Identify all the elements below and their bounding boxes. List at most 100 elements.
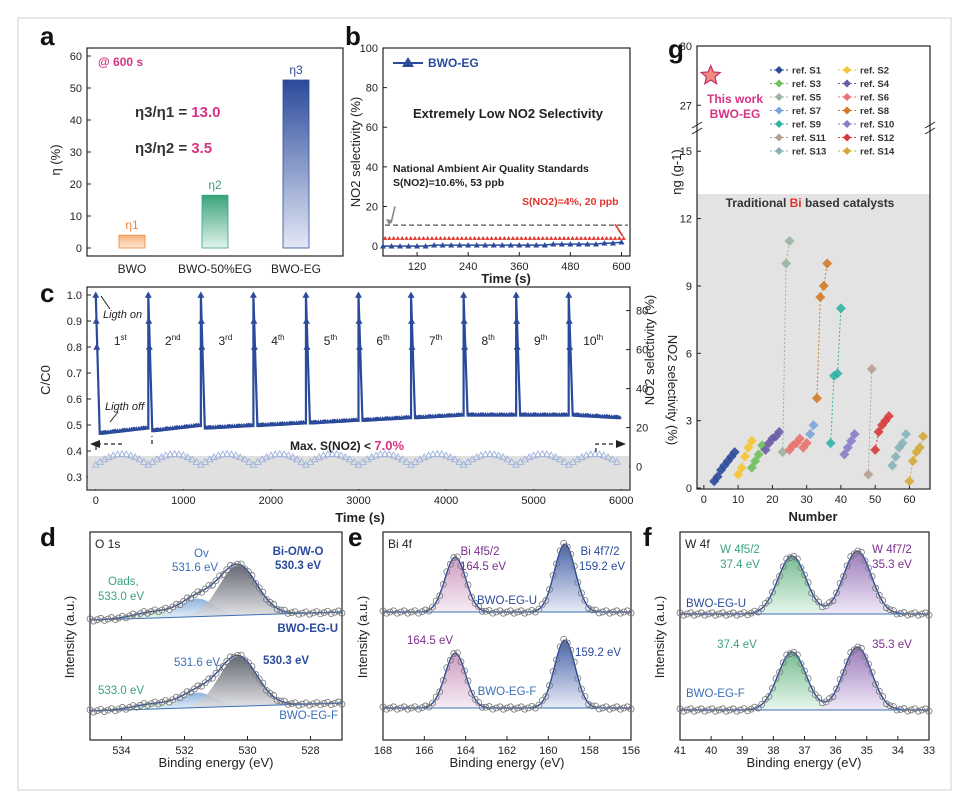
xps-raw-point [115, 614, 123, 622]
panel-g-legend-label: ref. S5 [792, 93, 822, 104]
panel-g-point [750, 456, 761, 467]
panel-g-point [739, 451, 750, 462]
panel-g-xtick-label: 50 [869, 494, 881, 506]
xps-raw-point [316, 701, 324, 709]
panel-c-cycle-labels: 1st 2nd 3rd 4th 5th 6th 7th 8th 9th 10th [114, 333, 603, 348]
xps-raw-point [683, 706, 691, 714]
panel-c-selectivity-marker [507, 457, 516, 465]
panel-g-traditional-label: Traditional Bi based catalysts [726, 196, 895, 210]
xps-raw-point [422, 606, 429, 614]
panel-b-std-line2: S(NO2)=10.6%, 53 ppb [393, 177, 504, 189]
panel-c-selectivity-marker [428, 450, 437, 458]
panel-c-selectivity-marker [139, 457, 148, 465]
xps-raw-point [266, 689, 274, 697]
xps-raw-point [897, 706, 904, 713]
xps-raw-point [680, 611, 687, 619]
panel-g-legend-marker [843, 93, 851, 101]
panel-c-ytick-left-label: 0.9 [67, 316, 82, 328]
xps-raw-point [514, 704, 522, 712]
panel-e-plot [379, 539, 635, 713]
xps-raw-point [627, 609, 635, 617]
panel-b-red-marker [421, 235, 426, 240]
xps-raw-point [133, 612, 141, 619]
panel-g-traditional-area [697, 194, 930, 488]
xps-raw-point [144, 701, 152, 709]
xps-raw-point [694, 706, 702, 714]
panel-c-selectivity-marker [166, 450, 175, 458]
panel-g-legend-marker [843, 147, 851, 155]
xps-raw-point [327, 701, 335, 708]
panel-g-legend-label: ref. S4 [860, 79, 890, 90]
panel-g-group-line [867, 368, 873, 475]
panel-c-selectivity-marker [337, 451, 345, 459]
xps-raw-point [436, 592, 444, 600]
xps-raw-point [833, 685, 840, 693]
xps-raw-point [90, 617, 97, 625]
xps-xtick-label: 156 [622, 745, 640, 757]
panel-g-ytick-top-label: 30 [680, 41, 692, 53]
xps-raw-point [216, 572, 224, 580]
panel-c-cycle-label: 9th [534, 333, 547, 348]
xps-raw-point [331, 608, 339, 616]
panel-b-point [422, 243, 429, 249]
panel-c-selectivity-marker [319, 451, 328, 459]
xps-raw-point [324, 698, 332, 706]
panel-b-red-marker [472, 235, 477, 240]
panel-g-point [818, 280, 829, 291]
xps-raw-point [890, 703, 897, 710]
xps-raw-point [818, 699, 826, 707]
panel-g-point [733, 469, 744, 480]
panel-g-point [842, 442, 853, 453]
panel-b-red-marker [468, 235, 473, 240]
xps-raw-point [729, 705, 737, 713]
xps-component [383, 557, 631, 612]
xps-raw-point [418, 704, 426, 712]
xps-raw-point [751, 703, 759, 711]
panel-e-title: Bi 4f [388, 537, 413, 551]
panel-g-point [753, 449, 764, 460]
panel-g-point [918, 431, 929, 442]
panel-c-selectivity-marker [499, 452, 507, 461]
xps-raw-point [386, 704, 394, 712]
panel-g-point [825, 438, 836, 449]
panel-g-point [887, 460, 898, 471]
xps-raw-point [223, 657, 231, 665]
panel-g-point [712, 471, 723, 482]
panel-g-point [846, 435, 857, 446]
panel-c-ytick-right-label: 0 [636, 462, 642, 474]
panel-e-ticks: 168 166 164 162 160 158 156 [374, 736, 640, 757]
panel-a-ratio2: η3/η2 = 3.5 [135, 140, 212, 157]
xps-raw-point [432, 597, 440, 605]
panel-b-point [524, 242, 531, 248]
panel-c-cc0-marker [248, 422, 254, 428]
panel-b-label: b [345, 21, 361, 51]
panel-g-point [890, 451, 901, 462]
panel-b-red-marker [429, 235, 435, 240]
panel-g-legend-label: ref. S2 [860, 66, 889, 77]
panel-c-cc0-marker [195, 422, 202, 428]
panel-c-cc0-line [94, 294, 622, 435]
xps-raw-point [147, 700, 155, 708]
xps-raw-point [744, 611, 751, 619]
panel-c-selectivity-marker [231, 451, 240, 459]
panel-b-red-marker [387, 235, 392, 240]
panel-c-selectivity-marker [442, 451, 451, 459]
xps-raw-point [439, 676, 447, 684]
panel-c-selectivity-marker [529, 451, 538, 459]
xps-raw-point [861, 557, 869, 565]
xps-raw-point [201, 585, 209, 593]
xps-raw-point [158, 606, 166, 614]
xps-raw-point [429, 603, 437, 611]
panel-g-legend-marker [843, 120, 851, 128]
xps-raw-point [528, 702, 536, 710]
xps-raw-point [694, 610, 702, 618]
xps-raw-point [93, 616, 101, 624]
panel-g-legend-label: ref. S14 [860, 147, 895, 158]
xps-component [680, 647, 929, 710]
xps-raw-point [273, 606, 281, 613]
xps-raw-point [298, 609, 306, 617]
xps-xtick-label: 160 [539, 745, 557, 757]
panel-g-legend-marker [775, 120, 783, 128]
panel-b-red-marker [476, 235, 482, 240]
panel-b-red-marker [510, 235, 516, 240]
